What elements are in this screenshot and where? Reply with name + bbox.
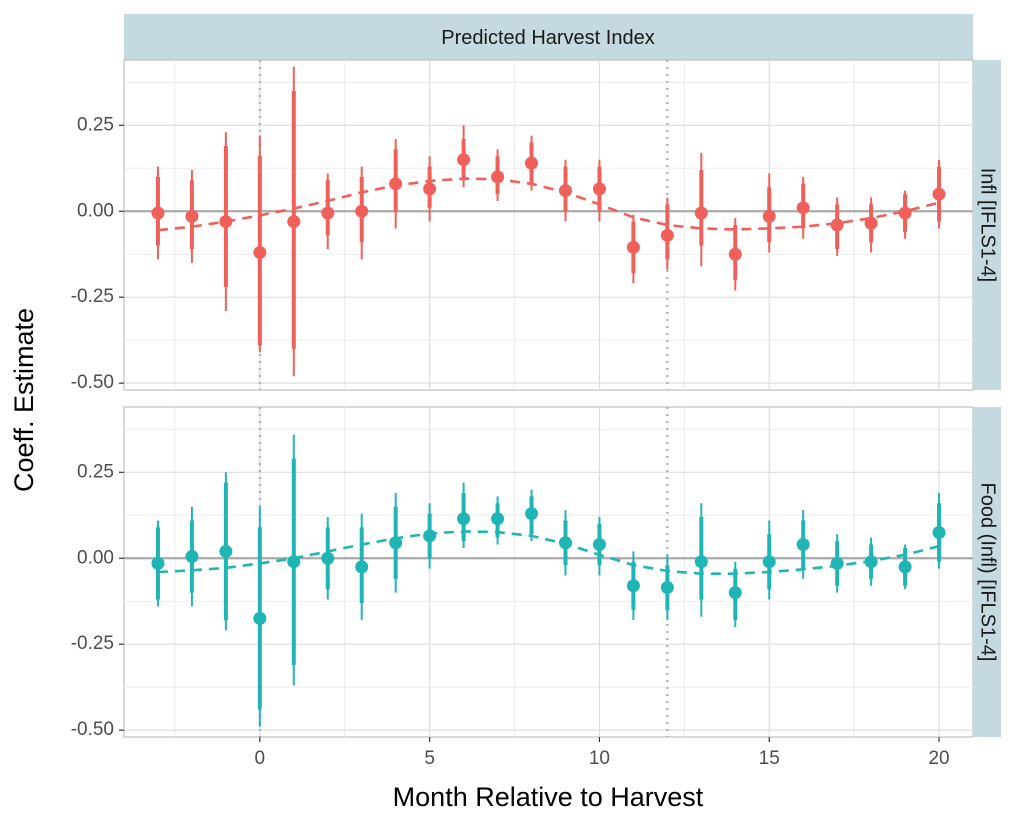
estimate-point	[898, 206, 912, 220]
estimate-point	[558, 536, 572, 550]
x-tick-label: 10	[589, 748, 610, 769]
estimate-point	[864, 216, 878, 230]
estimate-point	[185, 550, 199, 564]
y-tick-label: -0.25	[71, 286, 114, 307]
estimate-point	[151, 206, 165, 220]
estimate-point	[830, 218, 844, 232]
panel-food	[124, 407, 973, 737]
estimate-point	[660, 580, 674, 594]
estimate-point	[321, 551, 335, 565]
y-tick-label: -0.50	[71, 372, 114, 393]
estimate-point	[796, 538, 810, 551]
panel-infl	[124, 60, 973, 390]
estimate-point	[762, 209, 776, 223]
estimate-point	[592, 538, 606, 551]
y-tick-label: 0.25	[77, 461, 114, 482]
estimate-point	[660, 228, 674, 242]
estimate-point	[728, 247, 742, 261]
panel-food-strip	[973, 407, 1001, 737]
estimate-point	[457, 512, 471, 526]
estimate-point	[253, 246, 267, 259]
estimate-point	[592, 182, 606, 196]
estimate-point	[694, 555, 708, 569]
y-tick-label: -0.50	[71, 719, 114, 740]
estimate-point	[355, 204, 369, 218]
estimate-point	[253, 611, 267, 625]
estimate-point	[287, 215, 301, 229]
estimate-point	[491, 170, 505, 184]
estimate-point	[898, 560, 912, 574]
estimate-point	[525, 156, 539, 170]
estimate-point	[219, 215, 233, 229]
y-tick-label: 0.25	[77, 114, 114, 135]
x-axis-ticks: 0 5 10 15 20	[255, 737, 950, 769]
x-tick-label: 0	[255, 748, 266, 769]
estimate-point	[830, 556, 844, 570]
estimate-point	[626, 579, 640, 593]
estimate-point	[389, 536, 403, 550]
estimate-point	[932, 187, 946, 201]
estimate-point	[423, 182, 437, 196]
y-axis-title: Coeff. Estimate	[9, 308, 39, 492]
estimate-point	[491, 512, 505, 526]
estimate-point	[864, 555, 878, 569]
estimate-point	[626, 240, 640, 254]
panel-food-background	[123, 406, 974, 738]
estimate-point	[389, 177, 403, 191]
estimate-point	[151, 556, 165, 570]
estimate-point	[287, 555, 301, 569]
estimate-point	[796, 201, 810, 215]
estimate-point	[558, 184, 572, 198]
estimate-point	[185, 209, 199, 223]
x-tick-label: 15	[759, 748, 780, 769]
y-tick-label: 0.00	[77, 547, 114, 568]
estimate-point	[457, 153, 471, 167]
y-tick-label: 0.00	[77, 200, 114, 221]
estimate-point	[762, 555, 776, 569]
chart-title: Predicted Harvest Index	[441, 27, 654, 49]
estimate-point	[694, 206, 708, 220]
y-axis-ticks: 0.25 0.00 -0.25 -0.50 0.25 0.00 -0.25 -0.50	[71, 114, 124, 740]
title-strip	[124, 14, 973, 60]
estimate-point	[932, 525, 946, 539]
x-tick-label: 20	[928, 748, 949, 769]
panel-infl-label: Infl [IFLS1-4]	[977, 168, 999, 283]
fitted-curve	[157, 177, 940, 232]
estimate-point	[423, 529, 437, 543]
fitted-curve	[157, 530, 940, 576]
estimate-point	[525, 507, 539, 521]
y-tick-label: -0.25	[71, 633, 114, 654]
x-tick-label: 5	[424, 748, 435, 769]
estimate-point	[355, 560, 369, 574]
x-axis-title: Month Relative to Harvest	[393, 782, 704, 812]
panel-infl-strip	[973, 60, 1001, 390]
estimate-point	[728, 586, 742, 600]
panel-food-label: Food (Infl) [IFLS1-4]	[977, 483, 999, 662]
estimate-point	[321, 206, 335, 220]
estimate-point	[219, 544, 233, 558]
